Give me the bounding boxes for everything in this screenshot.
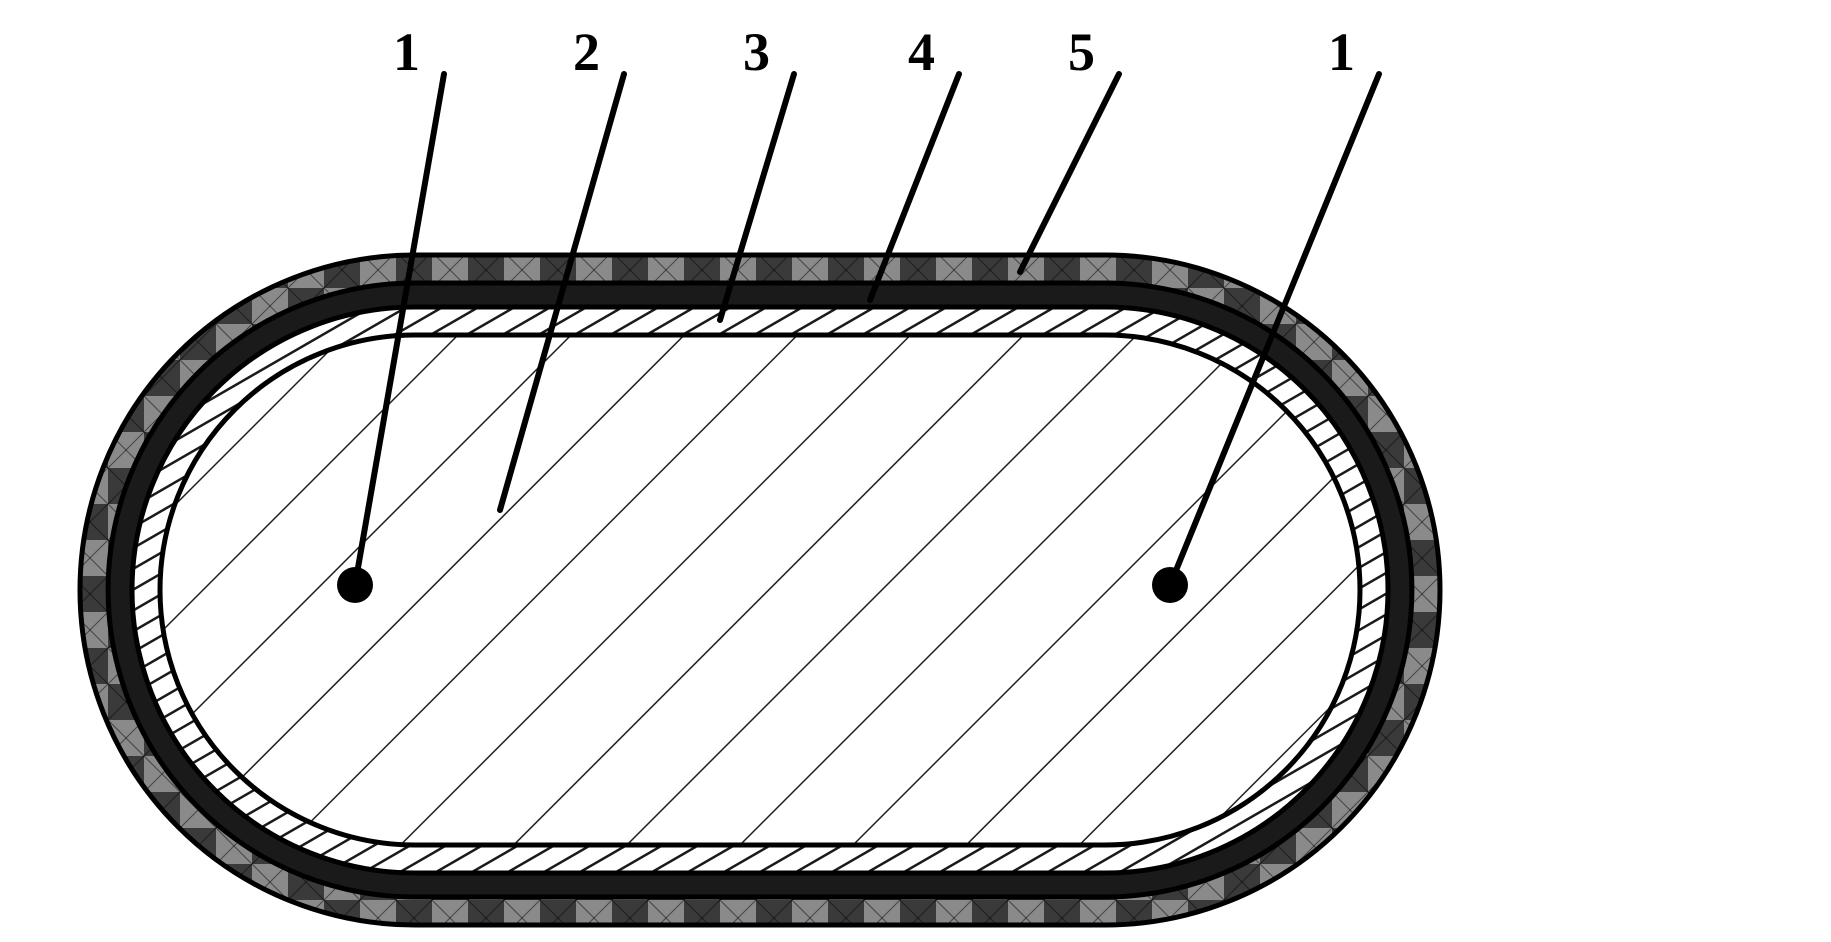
label-text-5: 5 (1068, 22, 1095, 82)
leader-dot-1b (1152, 567, 1188, 603)
cross-section-diagram: 1 2 3 4 5 1 (0, 0, 1831, 942)
label-text-1b: 1 (1328, 22, 1355, 82)
label-text-2: 2 (573, 22, 600, 82)
label-text-1: 1 (393, 22, 420, 82)
leader-line-5 (1020, 74, 1119, 272)
label-text-3: 3 (743, 22, 770, 82)
leader-dot-1 (337, 567, 373, 603)
label-group-5: 5 (1020, 22, 1119, 272)
label-text-4: 4 (908, 22, 935, 82)
